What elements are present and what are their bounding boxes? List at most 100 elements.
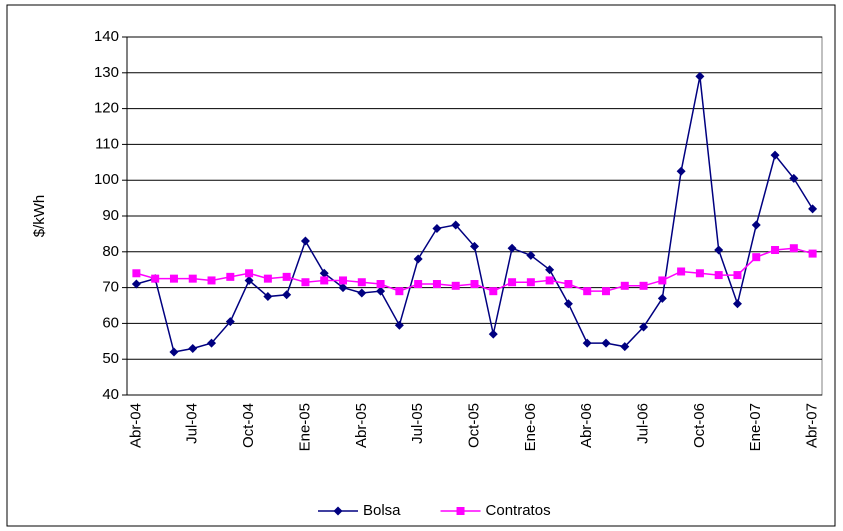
data-point	[564, 280, 573, 289]
data-point	[432, 280, 441, 289]
data-point	[789, 173, 799, 183]
data-point	[300, 236, 310, 246]
data-point	[489, 287, 498, 296]
y-tick-label: 110	[95, 135, 119, 152]
data-point	[601, 287, 610, 296]
data-point	[188, 343, 198, 353]
y-tick-label: 70	[102, 279, 119, 296]
data-point	[620, 281, 629, 290]
data-point	[169, 274, 178, 283]
data-point	[789, 244, 798, 253]
x-tick-label: Ene-07	[747, 403, 764, 451]
data-point	[376, 280, 385, 289]
data-point	[188, 274, 197, 283]
data-point	[526, 250, 536, 260]
data-point	[413, 254, 423, 264]
data-point	[226, 272, 235, 281]
x-tick-label: Abr-06	[578, 403, 595, 448]
legend-marker	[456, 507, 465, 515]
data-point	[677, 267, 686, 276]
y-tick-label: 90	[102, 207, 119, 224]
data-point	[639, 281, 648, 290]
data-point	[207, 338, 217, 348]
y-tick-label: 80	[102, 243, 119, 260]
y-tick-label: 140	[94, 28, 119, 45]
x-tick-label: Ene-06	[522, 403, 539, 451]
data-point	[639, 322, 649, 332]
data-point	[732, 299, 742, 309]
data-point	[395, 287, 404, 296]
data-point	[320, 276, 329, 285]
x-tick-label: Abr-07	[804, 403, 821, 448]
data-point	[451, 220, 461, 230]
data-point	[169, 347, 179, 357]
data-point	[151, 274, 160, 283]
data-point	[338, 283, 348, 293]
y-axis-label: $/kWh	[31, 195, 48, 238]
data-point	[752, 253, 761, 262]
data-point	[488, 329, 498, 339]
data-point	[263, 274, 272, 283]
data-point	[771, 246, 780, 255]
legend-label: Contratos	[486, 502, 551, 519]
data-point	[414, 280, 423, 289]
data-point	[207, 276, 216, 285]
data-point	[245, 269, 254, 278]
y-tick-label: 120	[94, 100, 119, 117]
y-tick-label: 100	[94, 171, 119, 188]
data-point	[244, 275, 254, 285]
data-point	[658, 276, 667, 285]
x-tick-label: Abr-04	[127, 403, 144, 448]
x-tick-label: Oct-05	[465, 403, 482, 448]
data-point	[714, 245, 724, 255]
data-point	[545, 265, 555, 275]
y-tick-label: 40	[102, 386, 119, 403]
x-tick-label: Ene-05	[296, 403, 313, 451]
x-tick-label: Jul-04	[184, 403, 201, 444]
data-point	[282, 272, 291, 281]
legend-label: Bolsa	[363, 502, 401, 519]
data-point	[301, 278, 310, 287]
data-point	[733, 271, 742, 280]
data-point	[451, 281, 460, 290]
y-tick-label: 50	[102, 350, 119, 367]
legend-marker	[333, 506, 343, 516]
data-point	[508, 278, 517, 287]
data-point	[582, 338, 592, 348]
data-point	[131, 279, 141, 289]
data-point	[357, 288, 367, 298]
data-point	[357, 278, 366, 287]
data-point	[695, 71, 705, 81]
data-point	[695, 269, 704, 278]
data-point	[808, 204, 818, 214]
y-tick-label: 60	[102, 314, 119, 331]
data-point	[526, 278, 535, 287]
data-point	[620, 342, 630, 352]
data-point	[394, 320, 404, 330]
x-tick-label: Jul-06	[635, 403, 652, 444]
data-point	[376, 286, 386, 296]
data-point	[470, 241, 479, 251]
data-point	[263, 292, 273, 302]
data-point	[470, 280, 479, 289]
data-point	[282, 290, 292, 300]
x-tick-label: Oct-04	[240, 403, 257, 448]
data-point	[770, 150, 780, 160]
x-tick-label: Abr-05	[353, 403, 370, 448]
data-point	[507, 243, 517, 253]
data-point	[657, 293, 667, 303]
x-tick-label: Jul-05	[409, 403, 426, 444]
x-tick-label: Oct-06	[691, 403, 708, 448]
y-tick-label: 130	[94, 64, 119, 81]
data-point	[751, 220, 761, 230]
data-point	[225, 317, 235, 327]
data-point	[808, 249, 817, 258]
data-point	[714, 271, 723, 280]
data-point	[676, 166, 686, 176]
data-point	[132, 269, 141, 278]
data-point	[583, 287, 592, 296]
data-point	[339, 276, 348, 285]
data-point	[545, 276, 554, 285]
data-point	[319, 268, 329, 278]
